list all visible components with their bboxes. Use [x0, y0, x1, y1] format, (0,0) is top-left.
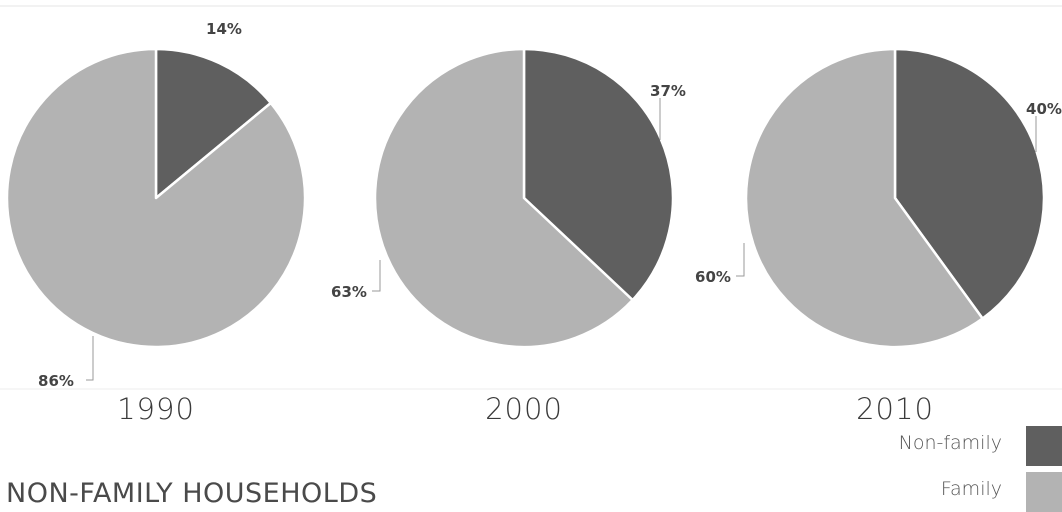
legend-item-family: Family — [850, 472, 1062, 512]
pie-slice-2000-family — [373, 47, 634, 349]
pie-slice-1990-non-family — [154, 47, 273, 200]
leader-line-2010-family — [736, 243, 745, 277]
legend-swatch-family — [1026, 472, 1062, 512]
data-label-2000-non-family: 37% — [650, 82, 686, 100]
leader-line-2000-family — [372, 260, 381, 292]
pie-slice-2010-family — [744, 47, 984, 349]
year-label-1990: 1990 — [117, 392, 195, 426]
data-label-2010-non-family: 40% — [1026, 100, 1062, 118]
leader-line-1990-family — [86, 336, 94, 381]
legend-item-non-family: Non-family — [850, 426, 1062, 466]
legend-label-family: Family — [940, 478, 1002, 500]
data-label-1990-non-family: 14% — [206, 20, 242, 38]
page-title: NON-FAMILY HOUSEHOLDS — [6, 478, 378, 509]
data-label-1990-family: 86% — [38, 372, 74, 390]
data-label-2010-family: 60% — [695, 268, 731, 286]
pie-slice-2010-non-family — [893, 47, 1046, 320]
year-label-2010: 2010 — [856, 392, 934, 426]
pie-slice-1990-family — [5, 47, 307, 349]
legend-label-non-family: Non-family — [898, 432, 1002, 454]
pie-slice-2000-non-family — [522, 47, 675, 302]
legend-swatch-non-family — [1026, 426, 1062, 466]
year-label-2000: 2000 — [485, 392, 563, 426]
data-label-2000-family: 63% — [331, 283, 367, 301]
